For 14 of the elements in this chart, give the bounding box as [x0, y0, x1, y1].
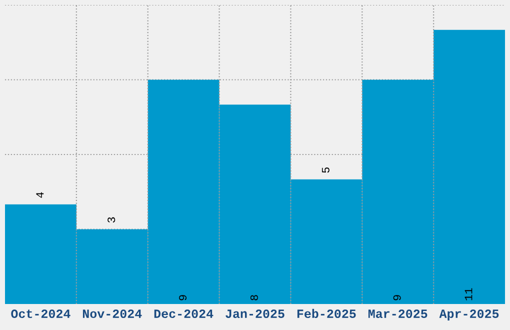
data-label: 3	[108, 217, 116, 223]
data-label: 4	[36, 192, 44, 198]
data-label: 9	[179, 295, 187, 300]
data-label: 8	[250, 295, 258, 300]
x-tick-label: Jan-2025	[226, 310, 284, 318]
x-tick-label: Oct-2024	[11, 310, 70, 318]
x-tick-label: Mar-2025	[368, 310, 428, 318]
data-label: 11	[464, 288, 472, 300]
data-label: 9	[393, 295, 401, 300]
x-tick-label: Dec-2024	[154, 310, 214, 318]
x-tick-label: Nov-2024	[82, 310, 142, 318]
x-tick-label: Feb-2025	[297, 308, 356, 318]
x-tick-label: Apr-2025	[439, 310, 499, 321]
data-label: 5	[322, 167, 330, 173]
